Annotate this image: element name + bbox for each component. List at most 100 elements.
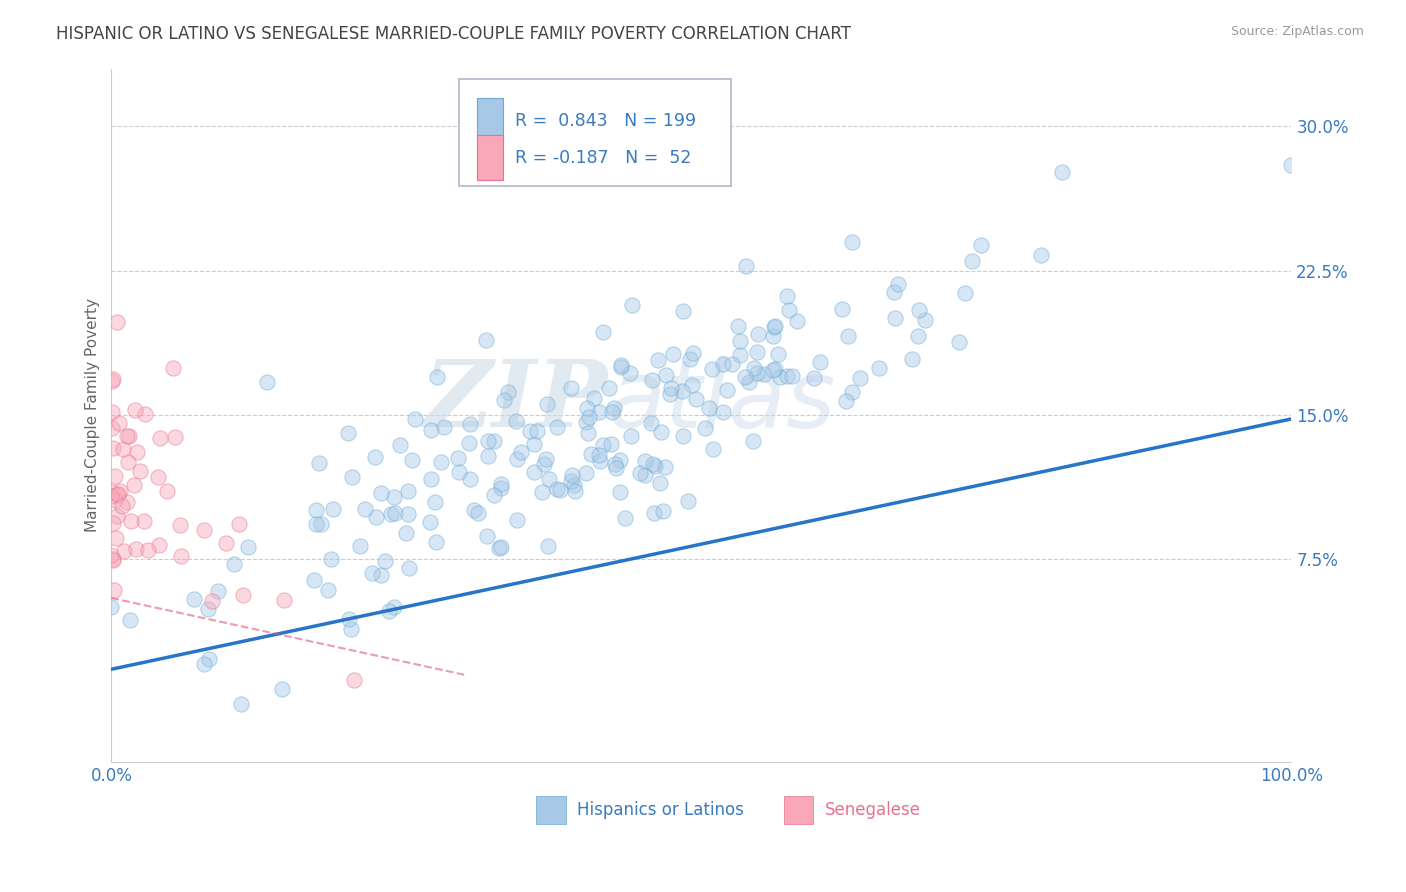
Point (311, 516, 333, 531)
Point (914, 313, 936, 327)
Point (519, 424, 541, 438)
Point (305, 517, 328, 532)
Point (1279, 158, 1302, 172)
Point (343, 673, 366, 687)
Point (742, 434, 765, 449)
Point (537, 472, 560, 486)
Point (120, 514, 142, 528)
Point (702, 442, 724, 456)
Point (841, 235, 863, 250)
Point (115, 495, 138, 509)
Point (685, 392, 707, 406)
Point (111, 499, 134, 513)
Point (786, 314, 808, 328)
Point (120, 613, 142, 627)
Point (197, 601, 219, 615)
Point (170, 549, 193, 564)
Point (404, 412, 426, 426)
Point (163, 430, 186, 444)
Point (676, 493, 699, 508)
Point (484, 487, 506, 501)
Point (108, 416, 131, 430)
Point (148, 538, 170, 552)
Point (654, 459, 676, 474)
Point (423, 495, 446, 509)
Y-axis label: Married-Couple Family Poverty: Married-Couple Family Poverty (86, 298, 100, 533)
Point (628, 467, 651, 481)
Point (738, 375, 761, 389)
FancyBboxPatch shape (460, 78, 731, 186)
Point (808, 354, 831, 368)
Point (124, 477, 146, 491)
Point (156, 483, 179, 498)
Point (734, 370, 756, 384)
Point (238, 540, 260, 554)
Point (308, 456, 330, 470)
Point (207, 584, 229, 599)
Point (395, 525, 418, 540)
Point (609, 484, 631, 499)
Point (321, 552, 343, 566)
Point (475, 529, 498, 543)
Point (104, 532, 127, 546)
Point (510, 445, 533, 459)
Point (948, 334, 970, 349)
Point (634, 454, 657, 468)
Point (603, 457, 626, 471)
Point (575, 415, 598, 429)
Point (353, 502, 375, 516)
Point (526, 424, 548, 438)
Point (100, 420, 122, 434)
Point (489, 540, 512, 554)
Point (831, 302, 853, 317)
Point (388, 438, 411, 452)
Point (134, 515, 156, 529)
Point (620, 428, 643, 442)
Point (101, 553, 124, 567)
Point (494, 392, 516, 407)
Point (546, 420, 568, 434)
Point (232, 588, 254, 602)
Point (728, 334, 751, 349)
Point (778, 302, 800, 317)
Point (105, 315, 128, 329)
Point (100, 484, 122, 499)
Point (366, 509, 388, 524)
Point (101, 404, 124, 418)
Point (671, 384, 693, 398)
Point (396, 508, 419, 522)
Point (183, 591, 205, 606)
Point (776, 369, 799, 384)
Point (640, 416, 662, 430)
Point (460, 472, 482, 486)
Point (489, 481, 512, 495)
Point (610, 358, 633, 372)
Point (661, 346, 683, 360)
Point (523, 465, 546, 479)
Point (953, 286, 976, 301)
Point (651, 504, 673, 518)
Point (215, 536, 238, 550)
Point (600, 437, 623, 451)
Point (582, 391, 605, 405)
Point (970, 238, 993, 252)
Point (477, 449, 499, 463)
Point (125, 445, 148, 459)
Point (548, 483, 571, 497)
Point (711, 358, 734, 372)
Point (763, 318, 786, 333)
Point (523, 437, 546, 451)
Point (364, 450, 387, 464)
Point (447, 451, 470, 466)
Point (745, 344, 768, 359)
Point (655, 368, 678, 382)
Point (641, 373, 664, 387)
Point (430, 455, 453, 469)
Point (884, 311, 907, 326)
FancyBboxPatch shape (477, 98, 503, 143)
FancyBboxPatch shape (477, 136, 503, 180)
Point (103, 371, 125, 385)
Point (837, 328, 859, 343)
Point (349, 539, 371, 553)
Point (575, 401, 598, 416)
